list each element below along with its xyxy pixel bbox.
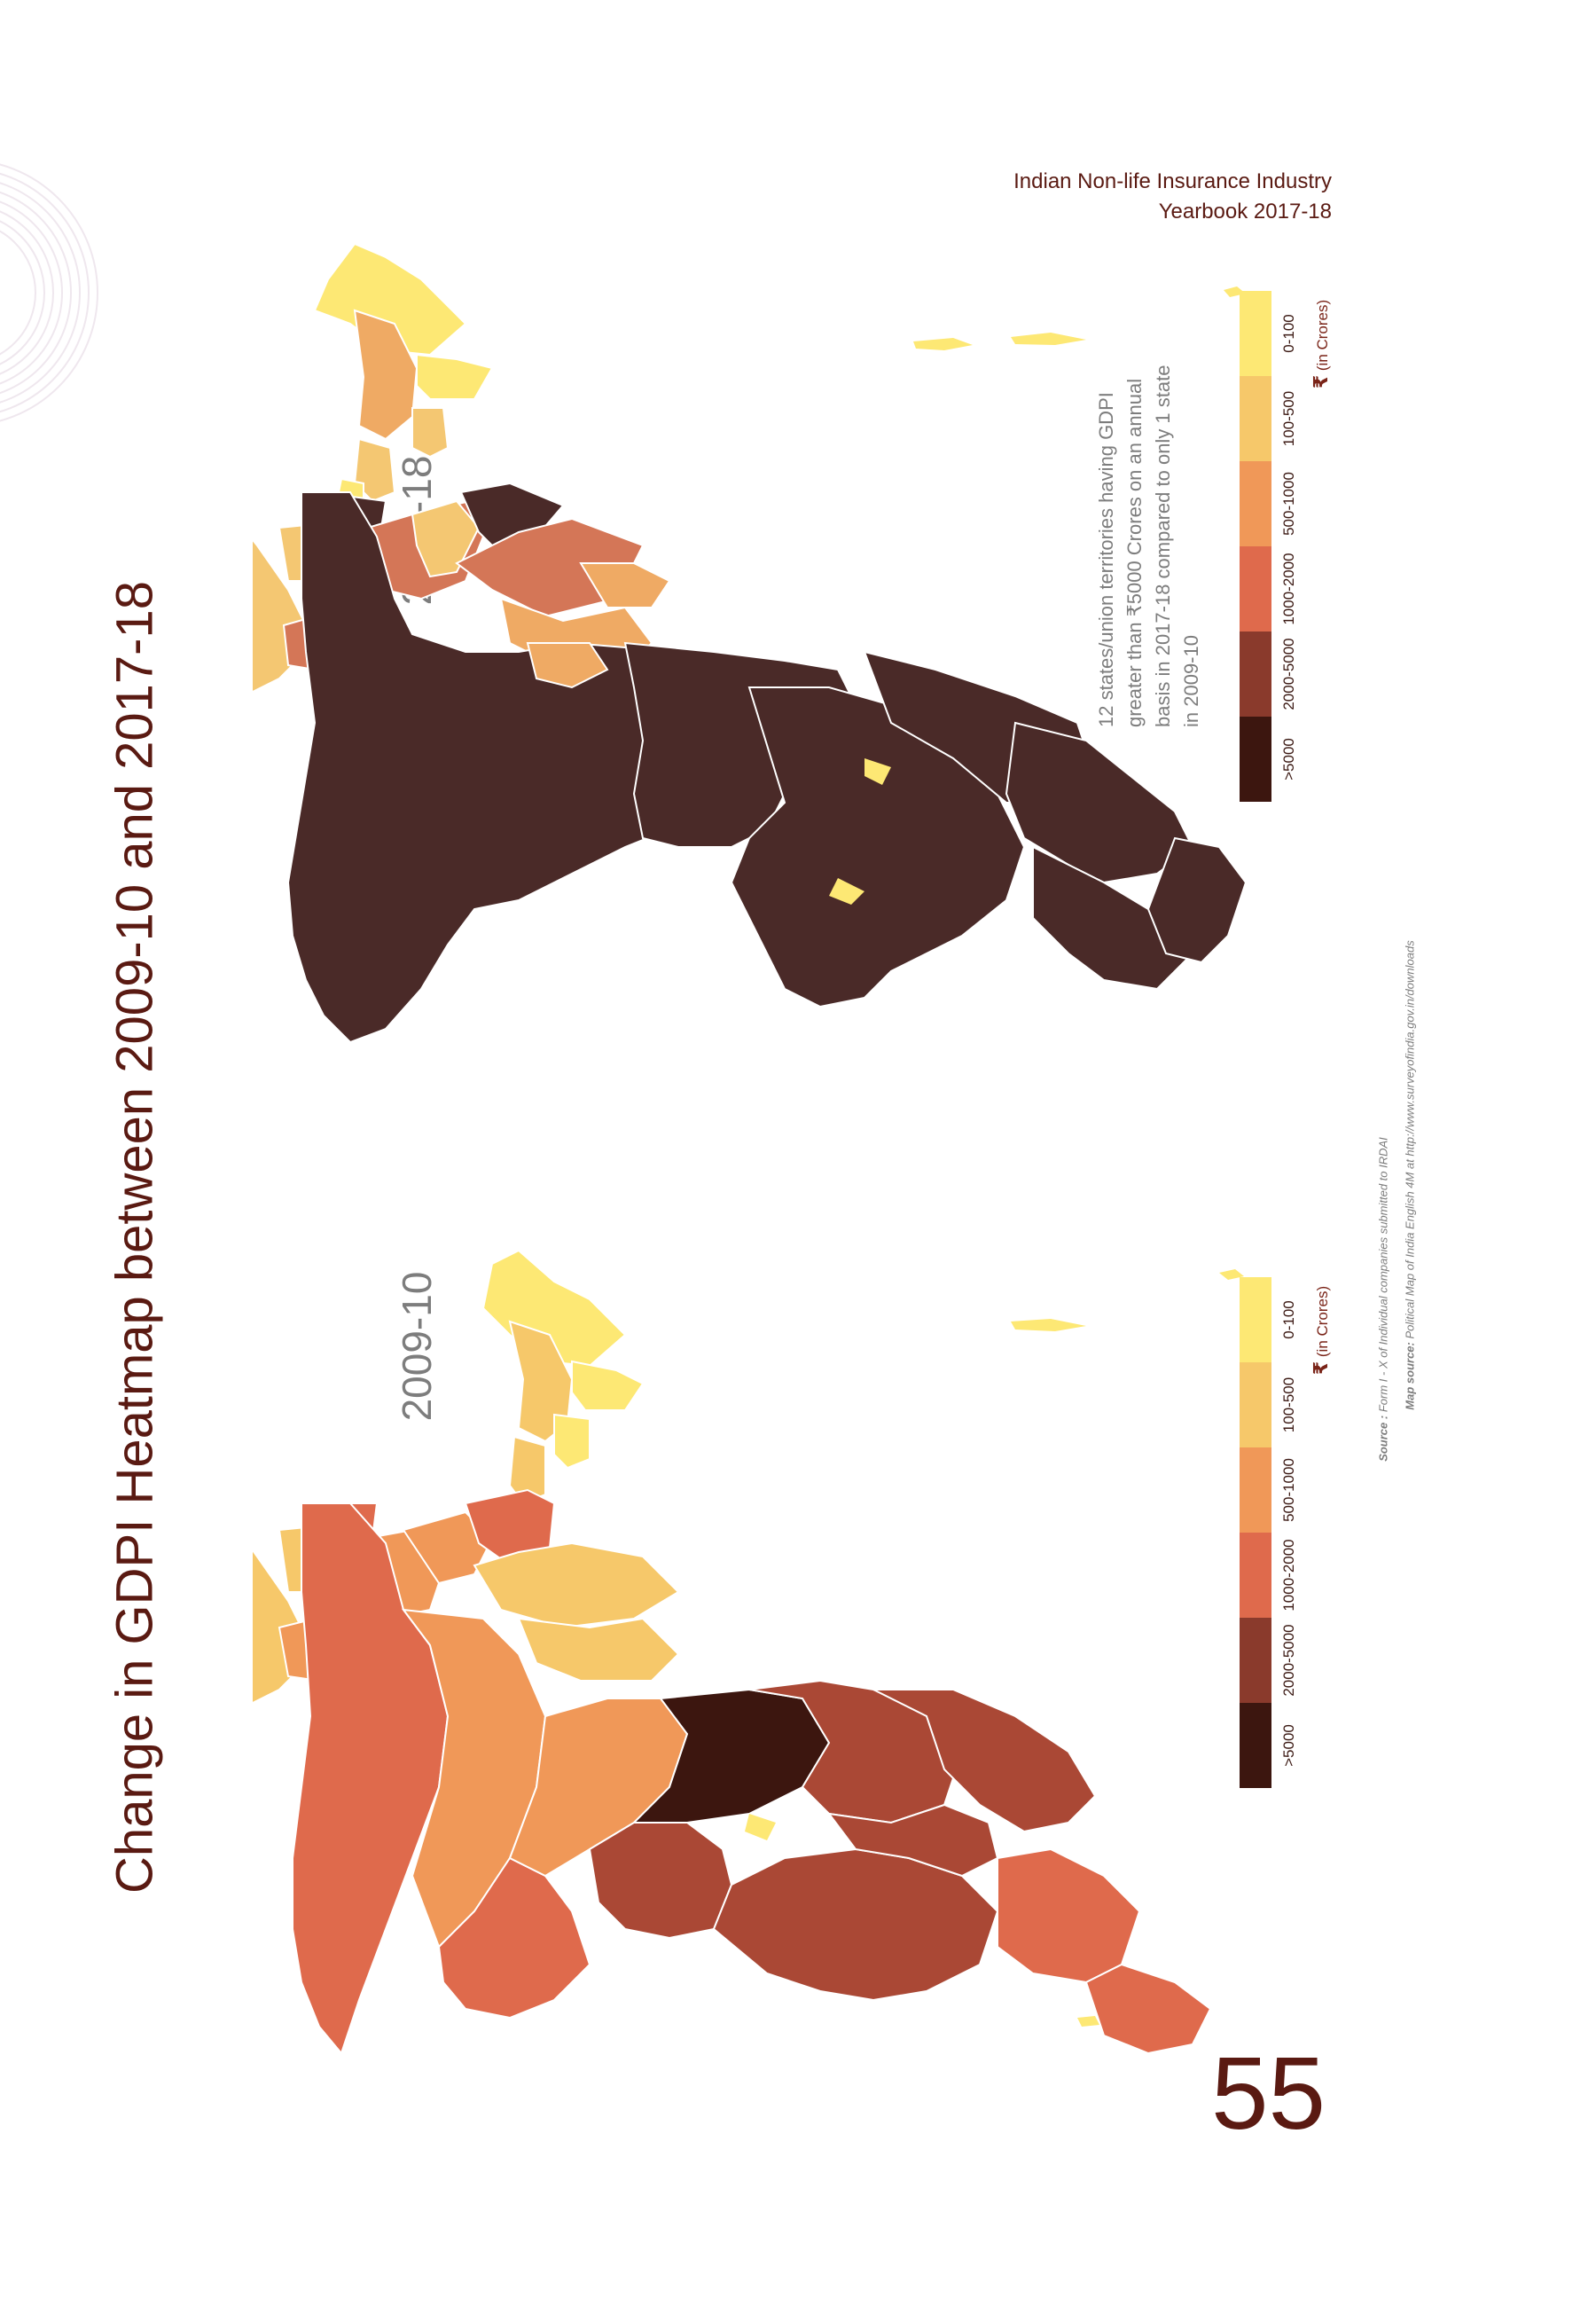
legend-swatch-500-1000 [1240,461,1271,546]
decorative-arcs [0,163,98,422]
region-islands-north [1011,1319,1086,1331]
legend-swatch-1000-2000 [1240,546,1271,631]
region-telangana [517,1617,680,1682]
region-north-1 [997,1847,1141,1984]
region-northeast-4 [553,1413,591,1470]
legend-swatch-100-500 [1240,1362,1271,1447]
legend-2017-18: >5000 2000-5000 1000-2000 500-1000 100-5… [1240,291,1332,802]
region-pondicherry [864,758,891,785]
region-north-3 [1146,836,1248,964]
region-madhya-west [437,1856,591,2020]
legend-label-500-1000: 500-1000 [1280,1458,1297,1522]
legend-swatch-2000-5000 [1240,631,1271,717]
region-northeast-4 [411,407,450,459]
region-central-west [286,491,760,1044]
publication-header: Indian Non-life Insurance Industry Yearb… [1013,167,1332,227]
region-islands-south [1077,2016,1099,2027]
region-northeast-3 [416,353,494,400]
map-source-note: Map source: Political Map of India Engli… [1404,940,1417,1409]
map-2009-10 [253,1249,1244,2056]
legend-label-500-1000: 500-1000 [1280,472,1297,536]
legend-swatch-100-500 [1240,376,1271,461]
legend-2009-10: >5000 2000-5000 1000-2000 500-1000 100-5… [1240,1277,1332,1788]
region-northeast-1 [313,242,467,357]
region-northeast-5 [353,437,396,503]
map-2017-18 [253,242,1248,1044]
legend-label-1000-2000: 1000-2000 [1280,1539,1297,1612]
region-delhi-ncr [826,1803,999,1878]
rupee-icon: ₹ [1310,374,1332,389]
legend-label-gt5000: >5000 [1280,738,1297,780]
map-source-key: Map source: [1403,1342,1417,1410]
region-east-patch [526,642,609,689]
region-islands-chain [913,338,973,350]
legend-swatch-gt5000 [1240,717,1271,802]
page-number: 55 [1210,2035,1326,2151]
legend-label-0-100: 0-100 [1280,1300,1297,1339]
region-northeast-3 [571,1360,645,1411]
legend-label-100-500: 100-500 [1280,390,1297,447]
region-chhattisgarh [473,1541,680,1629]
publication-year: Yearbook 2017-18 [1158,200,1332,224]
legend-unit-text: (in Crores) [1314,299,1331,372]
legend-unit: ₹ (in Crores) [1310,1286,1333,1375]
legend-label-0-100: 0-100 [1280,314,1297,353]
region-jharkhand [402,1510,494,1585]
legend-label-100-500: 100-500 [1280,1377,1297,1433]
legend-swatch-0-100 [1240,1277,1271,1362]
legend-swatch-500-1000 [1240,1447,1271,1533]
region-islands-north [1011,333,1086,345]
legend-label-2000-5000: 2000-5000 [1280,1624,1297,1697]
legend-label-gt5000: >5000 [1280,1724,1297,1767]
region-pondicherry [745,1814,776,1840]
source-key: Source : [1376,1415,1390,1462]
region-north-1 [1005,721,1194,884]
region-northeast-2 [353,309,419,441]
region-jharkhand [411,499,481,578]
legend-label-2000-5000: 2000-5000 [1280,638,1297,710]
region-north-2 [1084,1963,1212,2055]
legend-label-1000-2000: 1000-2000 [1280,553,1297,625]
publication-name: Indian Non-life Insurance Industry [1013,169,1332,193]
legend-unit-text: (in Crores) [1314,1285,1331,1358]
region-east-patch-2 [579,562,671,608]
legend-unit: ₹ (in Crores) [1310,300,1333,388]
region-north-2 [1032,845,1194,991]
legend-swatch-0-100 [1240,291,1271,376]
region-islands-dot [1219,1269,1244,1280]
region-gujarat [588,1822,733,1940]
legend-swatch-gt5000 [1240,1703,1271,1788]
page-title: Change in GDPI Heatmap between 2009-10 a… [106,580,164,1894]
region-punjab-haryana [872,1689,1097,1833]
map-source-text: Political Map of India English 4M at htt… [1403,940,1417,1339]
source-note: Source : Form I - X of Individual compan… [1377,1137,1390,1462]
map-note: 12 states/union territories having GDPI … [1095,365,1202,727]
source-text: Form I - X of Individual companies submi… [1376,1137,1390,1413]
region-daman [829,878,864,905]
legend-swatch-2000-5000 [1240,1618,1271,1703]
legend-swatch-1000-2000 [1240,1533,1271,1618]
rupee-icon: ₹ [1310,1361,1332,1376]
